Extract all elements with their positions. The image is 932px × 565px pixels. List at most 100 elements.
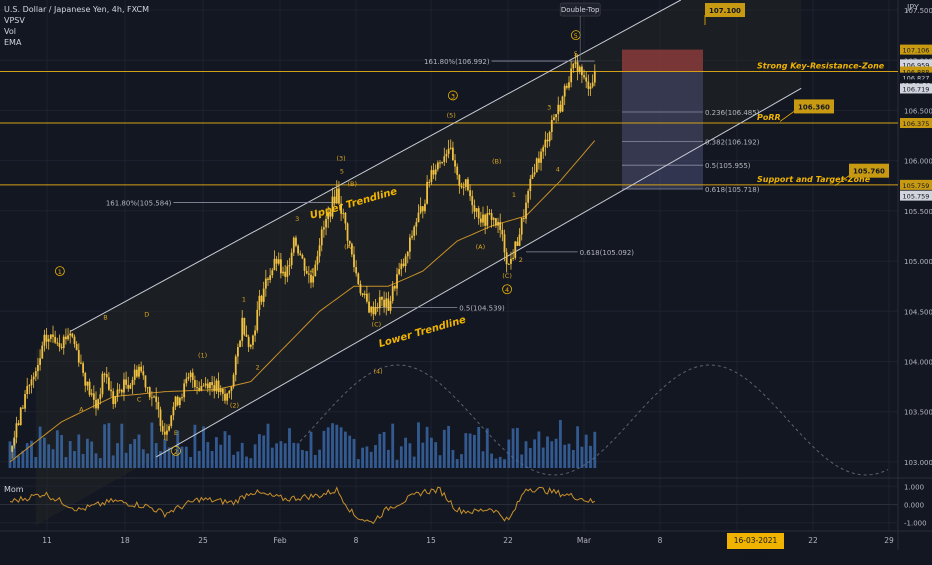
volume-bar (580, 446, 584, 468)
volume-bar (408, 443, 412, 468)
candle-body (62, 336, 65, 348)
candle-body (572, 63, 575, 69)
candle-body (125, 379, 127, 385)
volume-bar (494, 458, 498, 468)
volume-bar (309, 431, 313, 468)
wave-label: 4 (556, 166, 560, 174)
volume-bar (227, 435, 231, 468)
candle-body (467, 179, 469, 191)
candle-body (548, 132, 551, 142)
candle-body (275, 258, 278, 264)
indicator-vpsv[interactable]: VPSV (4, 16, 25, 25)
candle-body (565, 85, 568, 88)
candle-body (331, 196, 334, 217)
candle-body (340, 203, 342, 214)
volume-bar (584, 434, 588, 468)
volume-bar (395, 459, 399, 468)
volume-bar (189, 456, 192, 468)
level-tag-text: 105.760 (853, 168, 885, 176)
volume-bar (417, 422, 420, 468)
candle-body (452, 147, 454, 161)
candle-body (456, 166, 459, 175)
volume-bar (468, 433, 472, 468)
candle-body (387, 298, 390, 311)
candle-body (533, 172, 536, 175)
candle-body (393, 286, 396, 289)
candle-body (359, 284, 362, 294)
candle-body (303, 258, 306, 271)
volume-bar (193, 424, 197, 468)
candle-body (30, 379, 33, 386)
price-tick-label: 105.000 (904, 258, 932, 266)
candle-body (505, 252, 508, 265)
candle-body (135, 369, 138, 377)
volume-bar (442, 429, 446, 468)
volume-bar (116, 443, 119, 468)
candle-body (563, 85, 566, 97)
candle-body (185, 378, 188, 384)
price-chart[interactable]: 0.236(106.485) 0.382(106.192) 0.5(105.955)… (0, 0, 932, 550)
volume-bar (528, 448, 532, 468)
candle-body (258, 295, 261, 310)
volume-bar (266, 423, 270, 468)
candle-body (307, 273, 310, 275)
volume-bar (537, 431, 541, 468)
time-tick-label: 8 (354, 536, 359, 545)
price-scale-tag (900, 44, 932, 55)
candle-body (374, 307, 377, 315)
wave-label: 5 (574, 32, 578, 40)
volume-bar (455, 459, 459, 468)
volume-bar (382, 431, 386, 468)
candle-body (97, 399, 100, 409)
wave-label: A (79, 406, 84, 414)
candle-body (555, 114, 557, 118)
volume-bar (378, 433, 382, 468)
indicator-ema[interactable]: EMA (4, 38, 22, 47)
candle-body (133, 369, 136, 380)
wave-label: (5) (447, 111, 456, 119)
candle-body (209, 382, 211, 389)
volume-bar (559, 419, 562, 468)
wave-label: 1 (58, 268, 62, 276)
volume-bar (25, 443, 29, 468)
wave-label: 1 (512, 191, 516, 199)
volume-bar (288, 428, 291, 468)
candle-body (116, 389, 119, 397)
volume-bar (503, 459, 506, 468)
price-scale-tag-text: 106.719 (903, 85, 930, 93)
candle-body (249, 344, 252, 347)
volume-bar (279, 441, 283, 468)
wave-label: (B) (348, 180, 358, 188)
price-tick-label: 104.000 (904, 359, 932, 367)
candle-body (421, 206, 424, 212)
time-tick-label: 18 (120, 536, 130, 545)
candle-body (271, 270, 274, 276)
candle-body (490, 213, 493, 220)
candle-body (447, 148, 450, 154)
candle-body (441, 161, 444, 163)
volume-bar (571, 449, 575, 468)
candle-body (464, 179, 467, 187)
symbol-line[interactable]: U.S. Dollar / Japanese Yen, 4h, FXCM (4, 5, 150, 14)
wave-label: 5 (574, 50, 578, 58)
volume-bar (240, 442, 244, 468)
volume-bar (249, 458, 253, 468)
candle-body (542, 147, 545, 152)
price-tick-label: 107.500 (904, 7, 932, 15)
volume-bar (223, 431, 227, 468)
volume-bar (86, 438, 89, 468)
volume-bar (159, 451, 162, 468)
volume-bar (344, 431, 347, 468)
volume-bar (150, 422, 154, 468)
volume-bar (141, 449, 145, 468)
volume-bar (365, 446, 369, 468)
candle-body (234, 356, 237, 375)
volume-bar (219, 444, 223, 468)
candle-body (52, 334, 54, 337)
indicator-vol[interactable]: Vol (4, 27, 16, 36)
wave-label: (A) (476, 243, 486, 251)
candle-body (376, 307, 379, 309)
price-tick-label: 104.500 (904, 308, 932, 316)
volume-bar (438, 455, 442, 468)
momentum-label[interactable]: Mom (4, 485, 24, 494)
